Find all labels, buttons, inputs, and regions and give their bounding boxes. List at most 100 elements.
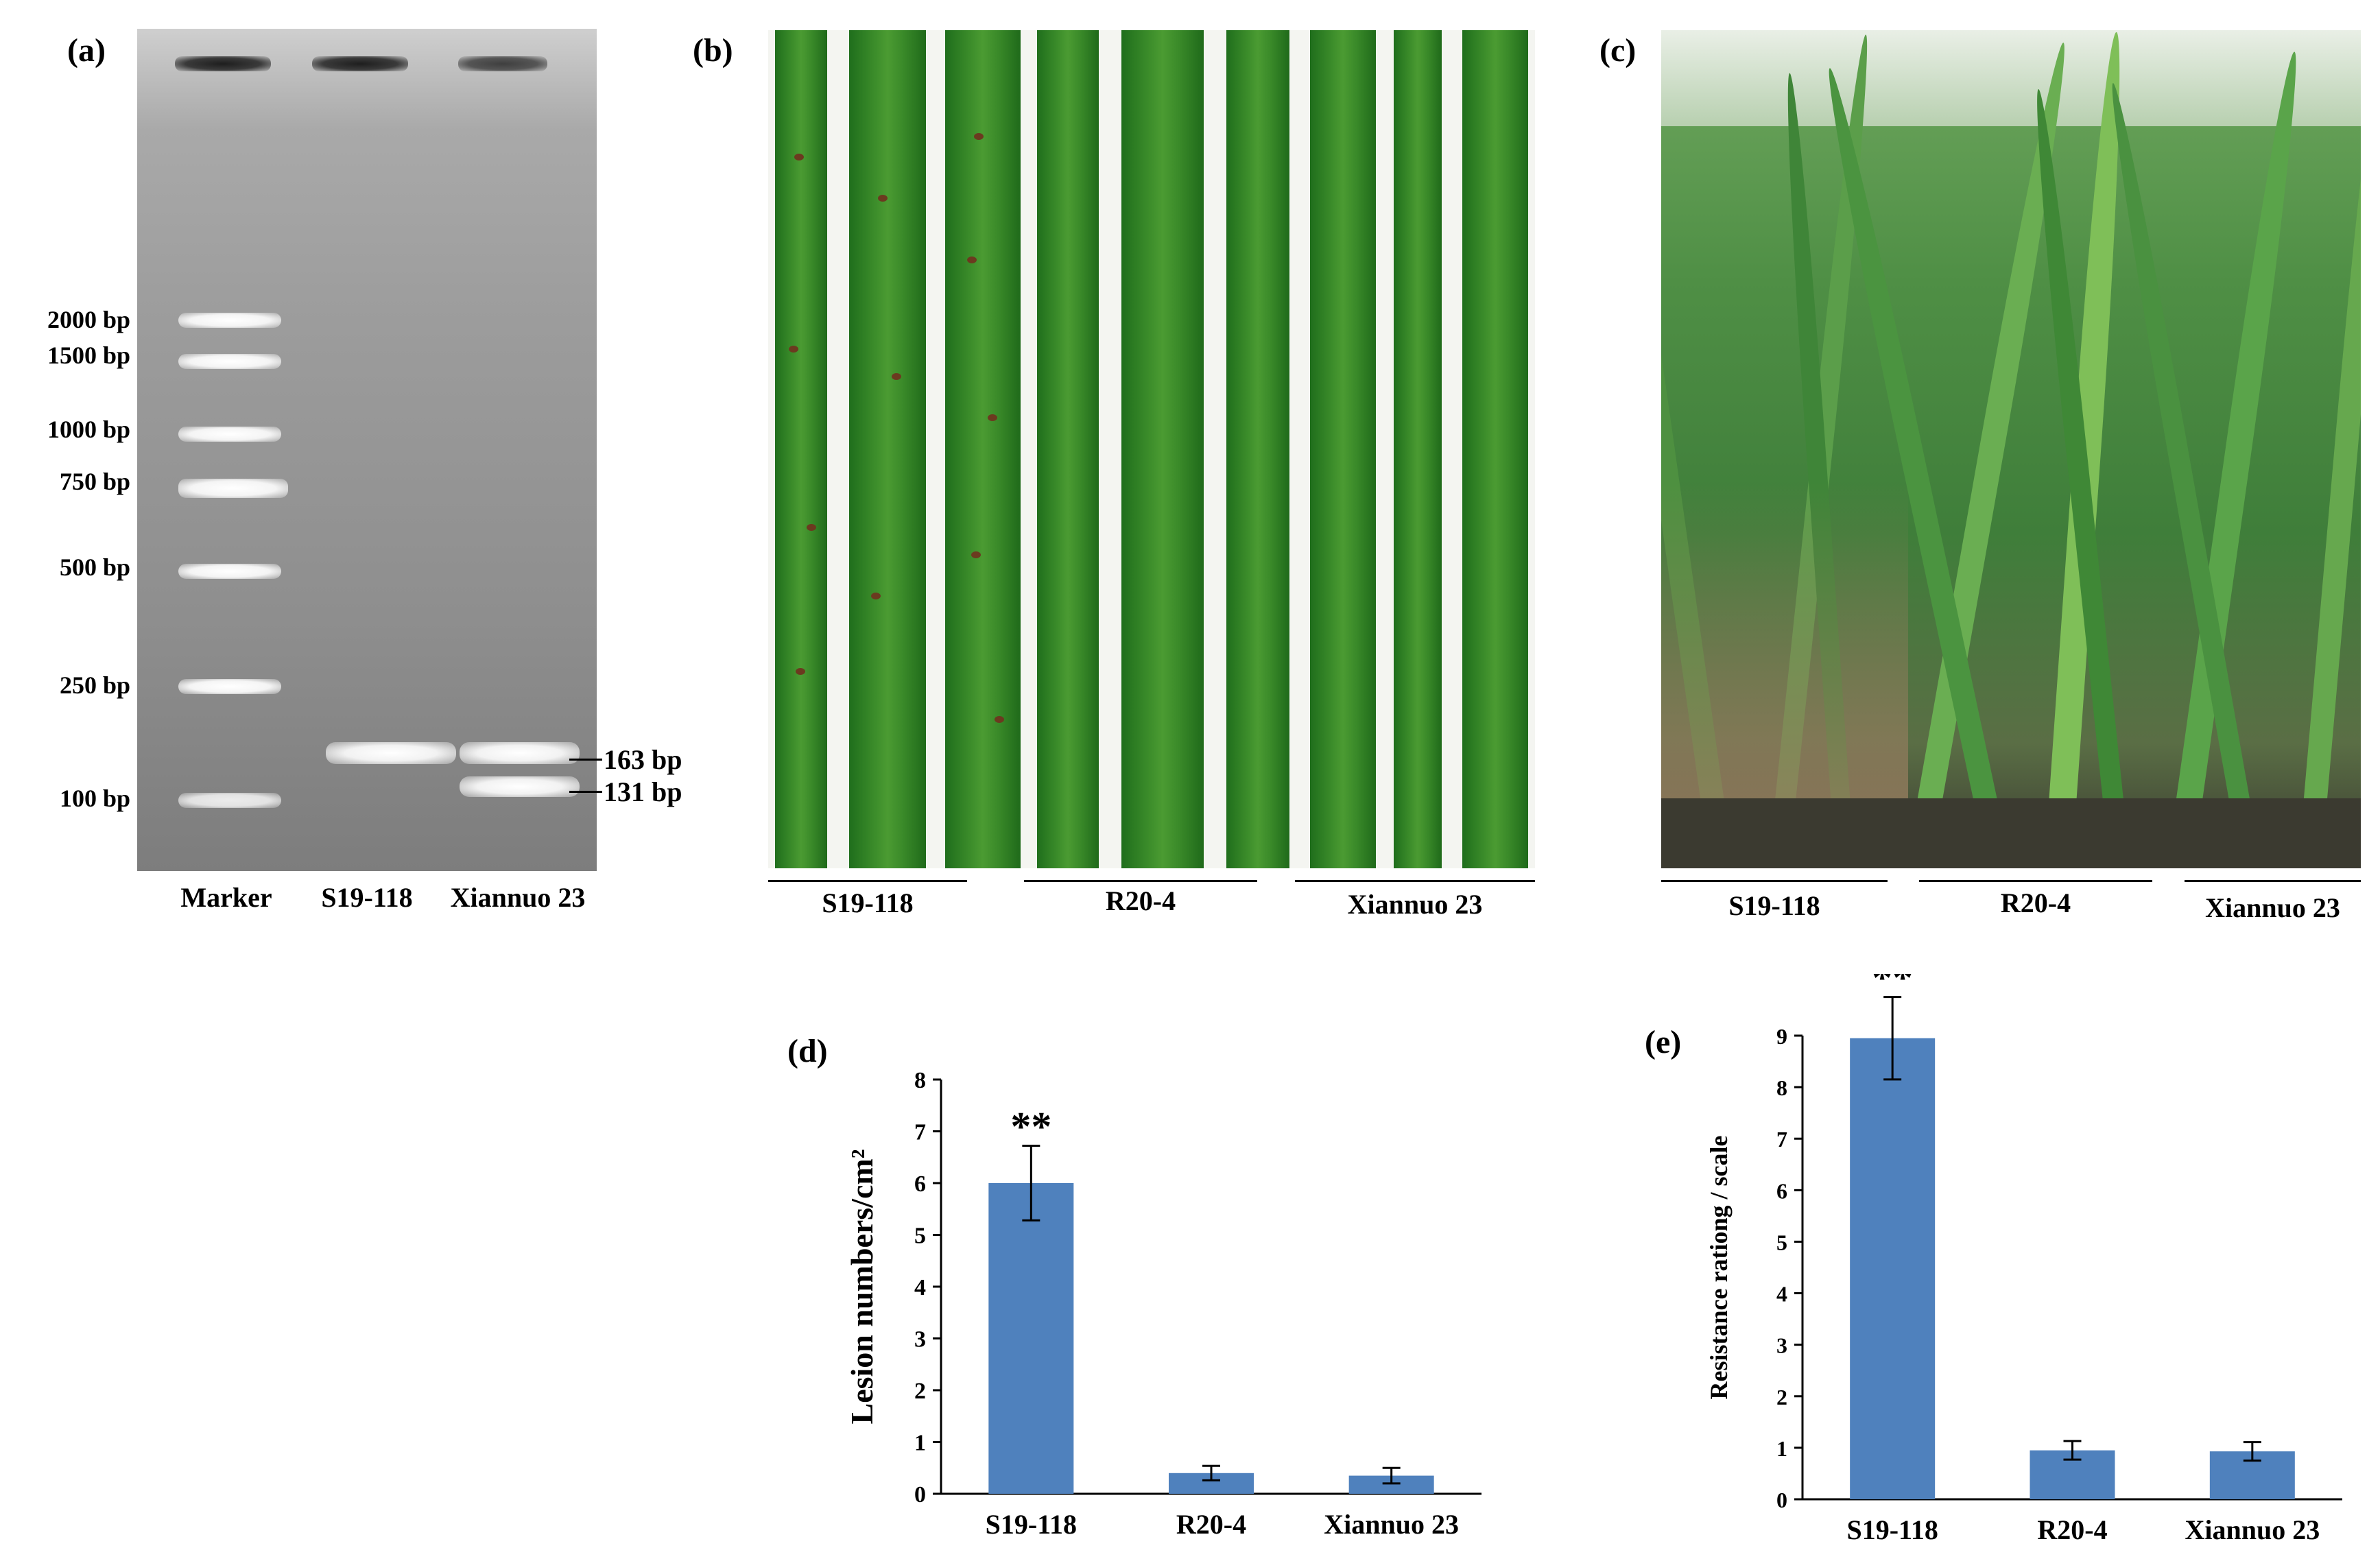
lesion-spot [971, 551, 981, 558]
lane-label-xiannuo23: Xiannuo 23 [450, 882, 586, 913]
lane-label-marker: Marker [180, 882, 272, 913]
band-xiannuo23-131bp [460, 776, 580, 797]
chart-lesion-numbers: 0 1 2 3 4 5 6 7 8 Lesion numbers/cm² ** S19-118 R20-… [844, 1068, 1481, 1540]
marker-size-label: 2000 bp [47, 306, 130, 333]
group-label-xiannuo23: Xiannuo 23 [2205, 892, 2340, 923]
y-tick-label: 7 [914, 1120, 926, 1145]
y-tick-label: 8 [1776, 1075, 1787, 1100]
y-tick-label: 8 [914, 1068, 926, 1093]
band-size-label-131: 131 bp [604, 776, 682, 807]
group-underline [1661, 880, 1888, 882]
rice-blade [2299, 32, 2361, 855]
y-tick-label: 3 [914, 1327, 926, 1353]
group-label-xiannuo23: Xiannuo 23 [1347, 889, 1483, 920]
group-underline [2185, 880, 2361, 882]
leaf [1462, 30, 1528, 868]
chart-resistance-rating: 0 1 2 3 4 5 6 7 8 9 Resistance rationg / scale ** S1… [1705, 974, 2342, 1545]
x-tick-label: S19-118 [986, 1509, 1077, 1540]
panel-label-a: (a) [67, 32, 106, 69]
lesion-spot [796, 668, 805, 675]
lesion-spot [892, 373, 901, 380]
x-tick-label: R20-4 [1176, 1509, 1246, 1540]
leaf [945, 30, 1021, 868]
panel-label-b: (b) [693, 32, 733, 69]
x-tick-label: Xiannuo 23 [2185, 1514, 2320, 1545]
marker-size-label: 100 bp [59, 785, 130, 812]
group-underline [1295, 880, 1535, 882]
y-tick-label: 9 [1776, 1024, 1787, 1049]
lesion-spot [807, 524, 816, 531]
y-tick-label: 5 [1776, 1230, 1787, 1254]
band-xiannuo23-163bp [460, 742, 580, 764]
gel-well-marker [175, 56, 271, 71]
group-label-s19-118: S19-118 [822, 887, 914, 918]
y-tick-label: 6 [914, 1171, 926, 1197]
leaf [1310, 30, 1376, 868]
lesion-spot [988, 414, 997, 421]
band-size-label-163: 163 bp [604, 744, 682, 775]
band-s19-118-163bp [326, 742, 456, 764]
leaf [849, 30, 926, 868]
y-axis-label: Lesion numbers/cm² [844, 1149, 879, 1425]
sky-background [1661, 30, 2361, 126]
lesion-spot [794, 154, 804, 160]
gel-well-xiannuo23 [458, 56, 547, 71]
soil [1661, 798, 2361, 868]
significance-mark: ** [1010, 1104, 1051, 1149]
x-tick-label: Xiannuo 23 [1324, 1509, 1459, 1540]
lesion-spot [871, 593, 881, 599]
gel-image [137, 29, 597, 871]
y-tick-label: 0 [914, 1482, 926, 1508]
marker-size-label: 250 bp [59, 671, 130, 699]
ladder-band-250 [178, 679, 281, 694]
x-tick-label: R20-4 [2037, 1514, 2107, 1545]
y-tick-label: 7 [1776, 1127, 1787, 1152]
diseased-plants [1661, 483, 1908, 826]
y-tick-label: 1 [1776, 1436, 1787, 1461]
lesion-spot [878, 195, 888, 202]
field-photo [1661, 30, 2361, 868]
marker-size-label: 750 bp [59, 468, 130, 495]
y-axis-label: Resistance rationg / scale [1705, 1136, 1733, 1400]
y-tick-label: 5 [914, 1224, 926, 1249]
ladder-band-2000 [178, 313, 281, 328]
y-tick-label: 2 [1776, 1385, 1787, 1409]
x-tick-label: S19-118 [1846, 1514, 1938, 1545]
ladder-band-1500 [178, 354, 281, 369]
y-tick-label: 6 [1776, 1178, 1787, 1203]
y-tick-label: 4 [1776, 1282, 1787, 1307]
panel-label-c: (c) [1599, 32, 1637, 69]
ladder-band-500 [178, 564, 281, 579]
rice-blade [2045, 31, 2130, 855]
ladder-band-100 [178, 793, 281, 808]
leaf [1226, 30, 1289, 868]
y-tick-label: 3 [1776, 1333, 1787, 1358]
bar [1850, 1038, 1936, 1499]
ladder-band-750 [178, 479, 288, 498]
lesion-spot [967, 257, 977, 263]
group-underline [1024, 880, 1257, 882]
panel-label-d: (d) [787, 1033, 828, 1069]
y-tick-label: 2 [914, 1379, 926, 1404]
leaf [1121, 30, 1204, 868]
y-tick-label: 4 [914, 1275, 926, 1300]
panel-label-e: (e) [1645, 1024, 1682, 1060]
lesion-spot [789, 346, 798, 353]
group-underline [768, 880, 967, 882]
marker-size-label: 500 bp [59, 553, 130, 581]
significance-mark: ** [1872, 974, 1913, 1001]
lane-label-s19-118: S19-118 [321, 882, 413, 913]
group-label-r20-4: R20-4 [1105, 885, 1176, 916]
bar [988, 1183, 1074, 1494]
leaf [1394, 30, 1442, 868]
leaf [1037, 30, 1099, 868]
lesion-spot [995, 716, 1004, 723]
marker-size-label: 1500 bp [47, 342, 130, 369]
y-tick-label: 1 [914, 1431, 926, 1456]
group-underline [1919, 880, 2152, 882]
leaf-photo [768, 30, 1535, 868]
group-label-r20-4: R20-4 [2000, 887, 2071, 918]
leaf [775, 30, 827, 868]
y-tick-label: 0 [1776, 1488, 1787, 1512]
lesion-spot [974, 133, 984, 140]
